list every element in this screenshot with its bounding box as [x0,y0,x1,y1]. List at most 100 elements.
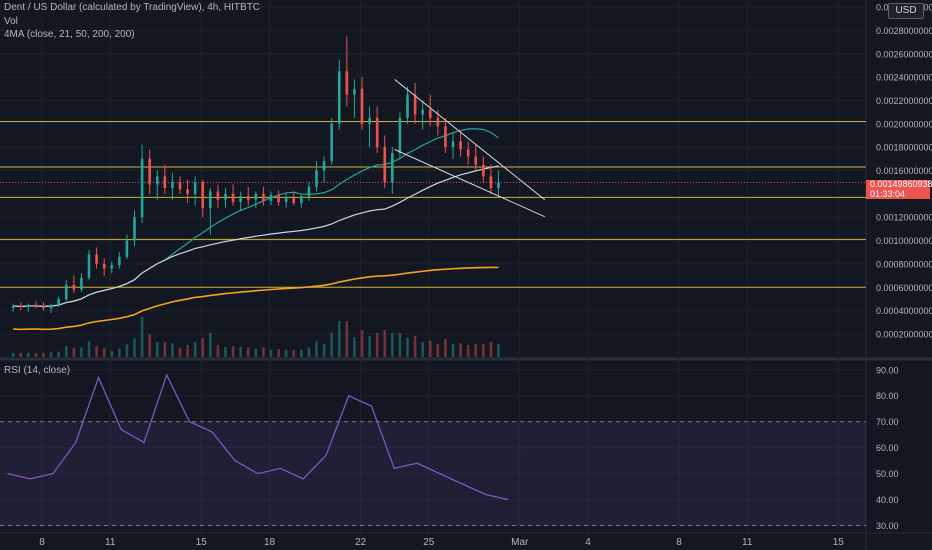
volume-bar [216,345,220,357]
volume-bar [27,352,30,357]
volume-bar [398,333,402,357]
volume-bar [178,348,182,357]
volume-bar [368,336,371,357]
volume-bar [300,349,303,357]
volume-bar [155,342,159,357]
volume-bar [11,352,15,357]
candlesticks [11,36,500,313]
candle-body [140,158,144,218]
rsi-axis-label: 90.00 [876,365,899,375]
volume-bar [383,330,387,357]
candle-body [337,71,341,124]
candle-body [413,94,417,115]
candle-body [178,182,182,190]
volume-bar [459,343,462,357]
volume-bar [262,347,265,357]
ma-legend[interactable]: 4MA (close, 21, 50, 200, 200) [4,29,135,40]
support-resistance-levels[interactable] [0,120,866,288]
currency-button[interactable]: USD [888,3,924,19]
candle-body [231,193,235,203]
candle-body [383,147,387,183]
volume-bar [246,347,250,357]
volume-bar [375,333,379,357]
volume-bar [474,343,478,357]
candle-body [163,176,167,189]
volume-bar [57,351,60,357]
bar-countdown: 01:33:04 [870,188,906,199]
volume-bar [186,345,189,357]
candle-body [428,109,432,118]
trendline-support [394,149,545,218]
volume-bar [428,340,432,357]
volume-legend[interactable]: Vol [4,16,18,27]
candle-body [171,182,174,189]
volume-bar [337,321,341,357]
candle-body [57,298,60,305]
last-price-tag: 0.00149860938 01:33:04 [866,179,932,199]
volume-bar [451,343,455,357]
candle-body [186,189,189,194]
volume-bar [284,349,288,357]
volume-bar [406,337,409,357]
candle-body [49,304,53,309]
candle-body [375,117,379,148]
candle-body [72,284,76,290]
candle-body [239,196,242,203]
candle-body [148,158,151,185]
volume-bar [110,351,114,357]
volume-bar [413,336,417,357]
volume-bars [11,316,500,357]
candle-body [133,217,136,241]
volume-bar [95,346,98,357]
candle-body [277,195,280,203]
volume-bar [360,330,364,357]
candle-body [262,193,265,201]
volume-bar [133,338,136,357]
trendline-drawings[interactable] [394,79,546,218]
rsi-axis-label: 70.00 [876,417,899,427]
volume-bar [330,333,333,357]
candle-body [451,141,455,148]
candle-body [102,263,106,269]
last-price-value: 0.00149860938 [870,179,932,189]
candle-body [284,197,288,203]
candle-body [201,182,205,208]
rsi-legend[interactable]: RSI (14, close) [4,365,71,376]
time-axis-label: 22 [355,537,367,548]
rsi-axis-label: 50.00 [876,469,899,479]
chart-title[interactable]: Dent / US Dollar (calculated by TradingV… [4,2,261,13]
candle-body [34,304,38,306]
time-axis-label: 4 [585,537,591,548]
candle-body [95,254,98,264]
volume-bar [148,334,151,357]
candle-body [300,196,303,204]
candle-body [209,191,212,208]
rsi-line [7,373,509,501]
volume-bar [391,333,394,357]
volume-bar [345,321,349,357]
rsi-panel-plot [0,373,866,527]
candle-body [360,88,364,124]
volume-bar [193,342,197,357]
time-axis-label: 18 [264,537,276,548]
time-axis-label: 25 [423,537,435,548]
volume-bar [254,348,258,357]
volume-bar [239,346,242,357]
candle-body [353,88,356,95]
candle-body [125,240,129,257]
candle-body [368,117,371,124]
volume-bar [353,337,356,357]
candle-body [110,265,114,269]
candle-body [466,149,470,157]
candle-body [80,277,83,290]
candle-body [224,193,227,200]
volume-bar [72,348,76,357]
time-axis-label: 11 [105,537,116,548]
